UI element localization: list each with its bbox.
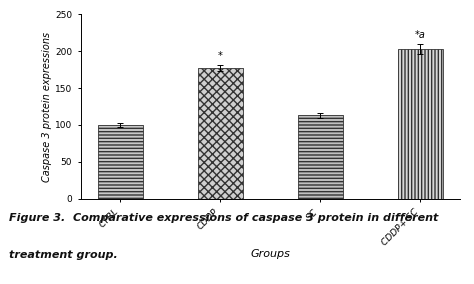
Bar xyxy=(198,68,243,199)
Text: *a: *a xyxy=(415,30,426,40)
Bar xyxy=(98,125,143,199)
Text: *: * xyxy=(218,51,223,61)
Text: Figure 3.  Comparative expressions of caspase 3 protein in different: Figure 3. Comparative expressions of cas… xyxy=(9,213,439,223)
Y-axis label: Caspase 3 protein expressions: Caspase 3 protein expressions xyxy=(42,32,52,181)
Bar xyxy=(298,115,343,199)
Bar xyxy=(398,49,443,199)
X-axis label: Groups: Groups xyxy=(250,249,290,259)
Text: treatment group.: treatment group. xyxy=(9,250,118,260)
